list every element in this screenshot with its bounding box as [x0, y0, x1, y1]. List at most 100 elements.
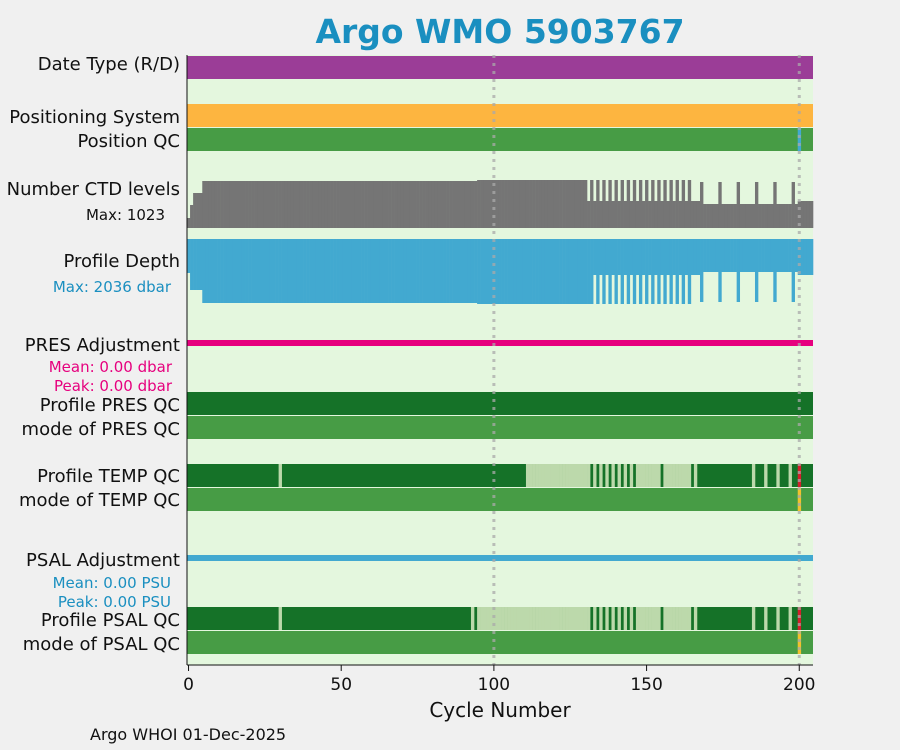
ctd-level-bar — [721, 204, 725, 228]
ctd-level-bar — [547, 180, 551, 228]
profile-depth-bar — [464, 239, 469, 303]
profile-depth-bar — [370, 239, 374, 303]
ctd-level-bar — [504, 180, 508, 228]
label-psal-adjustment: PSAL Adjustment — [26, 550, 180, 571]
profile-depth-bar — [397, 239, 402, 303]
ctd-level-bar — [238, 181, 243, 228]
profile-depth-bar — [190, 239, 194, 290]
profile-depth-bar — [620, 239, 624, 304]
ctd-level-bar — [425, 181, 429, 228]
profile-depth-bar — [299, 239, 304, 303]
psal-qc-cell-light — [556, 607, 560, 630]
ctd-level-bar — [406, 181, 411, 228]
ctd-level-bar — [241, 181, 246, 228]
ctd-level-bar — [370, 181, 374, 228]
ctd-level-bar — [580, 180, 585, 228]
ctd-level-bar — [409, 181, 414, 228]
psal-qc-cell-light — [623, 607, 628, 630]
psal-qc-cell-light — [470, 607, 475, 630]
ctd-level-bar — [510, 180, 515, 228]
ctd-level-bar — [754, 182, 759, 228]
ctd-level-bar — [800, 201, 805, 228]
profile-depth-bar — [419, 239, 423, 303]
ctd-level-bar — [761, 204, 765, 228]
temp-qc-cell-light — [648, 464, 652, 487]
psal-qc-cell-light — [580, 607, 585, 630]
profile-depth-bar — [779, 239, 783, 272]
psal-qc-cell-light — [641, 607, 646, 630]
psal-qc-cell-bad — [797, 607, 802, 630]
psal-qc-cell-light — [541, 607, 545, 630]
psal-qc-cell-light — [675, 607, 679, 630]
footer-credit: Argo WHOI 01-Dec-2025 — [90, 725, 287, 744]
ctd-level-bar — [309, 181, 313, 228]
profile-depth-bar — [788, 239, 792, 272]
profile-depth-bar — [364, 239, 368, 303]
profile-depth-bar — [638, 239, 643, 304]
ctd-level-bar — [391, 181, 395, 228]
psal-qc-cell-light — [666, 607, 670, 630]
temp-qc-cell-light — [547, 464, 551, 487]
ctd-level-bar — [645, 180, 649, 228]
ctd-level-bar — [672, 201, 676, 228]
psal-qc-mode-flag — [797, 631, 802, 654]
temp-qc-cell-light — [672, 464, 676, 487]
psal-qc-cell-light — [776, 607, 780, 630]
profile-depth-bar — [590, 239, 594, 304]
temp-qc-cell-light — [599, 464, 603, 487]
profile-depth-bar — [470, 239, 475, 303]
profile-depth-bar — [535, 239, 539, 304]
profile-depth-bar — [275, 239, 279, 303]
psal-qc-cell-light — [486, 607, 490, 630]
profile-depth-bar — [706, 239, 710, 272]
profile-depth-bar — [562, 239, 566, 304]
profile-depth-bar — [440, 239, 444, 303]
x-axis-label: Cycle Number — [429, 698, 571, 722]
profile-depth-bar — [675, 239, 679, 304]
x-tick-label: 100 — [478, 675, 510, 695]
temp-qc-cell-light — [278, 464, 282, 487]
label-depth-max: Max: 2036 dbar — [53, 278, 172, 296]
ctd-level-bar — [474, 181, 478, 228]
ctd-level-bar — [608, 180, 612, 228]
ctd-level-bar — [382, 181, 386, 228]
temp-qc-cell-light — [577, 464, 582, 487]
psal-qc-cell-light — [477, 607, 481, 630]
profile-depth-bar — [645, 239, 649, 304]
ctd-level-bar — [538, 180, 542, 228]
label-ctd-levels: Number CTD levels — [7, 179, 180, 200]
ctd-level-bar — [638, 180, 643, 228]
ctd-level-bar — [599, 201, 603, 228]
temp-qc-cell-light — [562, 464, 566, 487]
profile-depth-bar — [538, 239, 542, 304]
profile-depth-bar — [785, 239, 789, 272]
ctd-level-bar — [782, 204, 786, 228]
profile-depth-bar — [504, 239, 508, 304]
temp-qc-cell-light — [764, 464, 768, 487]
ctd-level-bar — [193, 193, 197, 228]
psal-qc-cell-light — [519, 607, 524, 630]
ctd-level-bar — [651, 180, 655, 228]
profile-depth-bar — [773, 239, 777, 302]
ctd-level-bar — [535, 180, 539, 228]
ctd-level-bar — [199, 193, 203, 228]
profile-depth-bar — [544, 239, 548, 304]
ctd-level-bar — [733, 204, 737, 228]
profile-depth-bar — [529, 239, 533, 304]
psal-qc-cell-light — [504, 607, 508, 630]
psal-qc-cell-light — [648, 607, 652, 630]
profile-depth-bar — [776, 239, 780, 272]
psal-qc-cell-light — [529, 607, 533, 630]
ctd-level-bar — [358, 181, 362, 228]
ctd-level-bar — [675, 180, 679, 228]
temp-qc-cell-light — [675, 464, 679, 487]
label-mode-pres-qc: mode of PRES QC — [22, 419, 180, 440]
ctd-level-bar — [449, 181, 453, 228]
ctd-level-bar — [299, 181, 304, 228]
ctd-level-bar — [709, 204, 713, 228]
profile-depth-bar — [602, 239, 606, 304]
positioning-system-band — [187, 104, 813, 127]
profile-depth-bar — [452, 239, 457, 303]
profile-depth-bar — [385, 239, 389, 303]
temp-qc-cell-light — [587, 464, 591, 487]
